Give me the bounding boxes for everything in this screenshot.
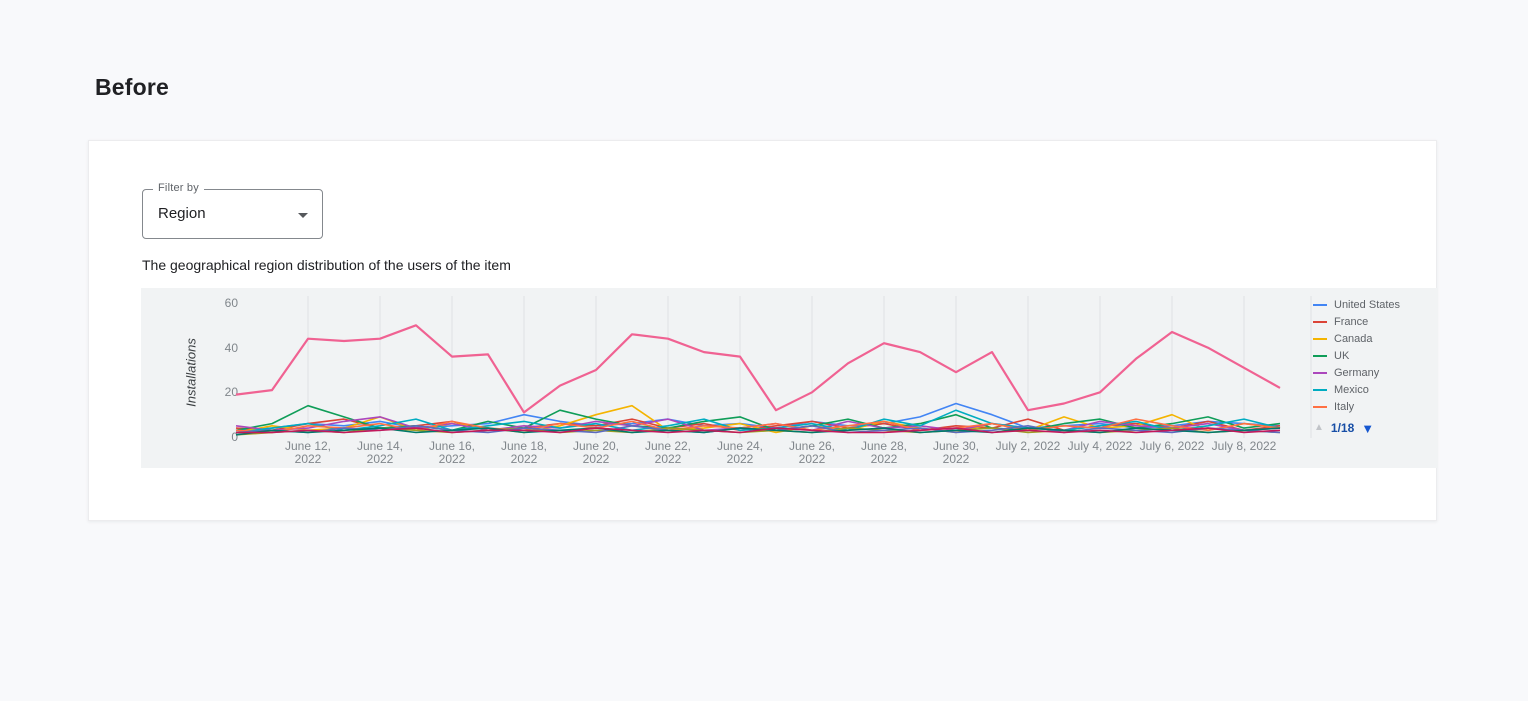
- filter-by-value: Region: [158, 205, 206, 222]
- y-tick-label: 60: [224, 296, 238, 310]
- x-tick-label: June 18, 2022: [500, 439, 548, 466]
- legend-item-italy[interactable]: Italy: [1313, 398, 1438, 415]
- chart-legend: United States France Canada UK Germany Mexico…: [1313, 296, 1438, 435]
- legend-page-count: 1/18: [1330, 421, 1355, 435]
- legend-item-mexico[interactable]: Mexico: [1313, 381, 1438, 398]
- legend-label: Italy: [1334, 400, 1355, 413]
- x-tick-label: July 6, 2022: [1139, 439, 1205, 453]
- x-tick-label: June 20, 2022: [572, 439, 620, 466]
- legend-label: France: [1334, 315, 1369, 328]
- x-tick-label: July 4, 2022: [1067, 439, 1133, 453]
- x-tick-label: June 16, 2022: [428, 439, 476, 466]
- x-tick-label: June 28, 2022: [860, 439, 908, 466]
- legend-line-swatch: [1313, 303, 1327, 306]
- legend-item-uk[interactable]: UK: [1313, 347, 1438, 364]
- chart-line-unlabeled: [235, 427, 1281, 436]
- x-tick-label: June 24, 2022: [716, 439, 764, 466]
- x-tick-label: July 2, 2022: [995, 439, 1061, 453]
- report-card: Filter by Region The geographical region…: [88, 140, 1438, 521]
- legend-next-page-icon[interactable]: ▼: [1361, 420, 1375, 436]
- y-tick-label: 20: [224, 385, 238, 400]
- legend-label: Germany: [1334, 366, 1380, 379]
- x-tick-label: June 30, 2022: [932, 439, 980, 466]
- chart-panel: Installations 0 20 40 60 June 12, 2022 June …: [141, 288, 1438, 468]
- legend-item-canada[interactable]: Canada: [1313, 330, 1438, 347]
- legend-label: Mexico: [1334, 383, 1369, 396]
- x-tick-label: June 14, 2022: [356, 439, 404, 466]
- legend-line-swatch: [1313, 320, 1327, 323]
- legend-item-france[interactable]: France: [1313, 313, 1438, 330]
- chart-line-unlabeled: [235, 324, 1281, 414]
- y-tick-label: 40: [224, 340, 238, 355]
- legend-line-swatch: [1313, 371, 1327, 374]
- legend-items: United States France Canada UK Germany Mexico…: [1313, 296, 1438, 415]
- chart-description: The geographical region distribution of …: [142, 257, 511, 273]
- chart-line-unlabeled: [236, 427, 1281, 434]
- page-title: Before: [95, 74, 170, 100]
- legend-item-united-states[interactable]: United States: [1313, 296, 1438, 313]
- legend-pagination: ▲ 1/18 ▼: [1313, 421, 1438, 435]
- y-tick-label: 0: [231, 430, 238, 444]
- legend-line-swatch: [1313, 405, 1327, 408]
- chart-plot-area: [235, 296, 1312, 438]
- filter-by-label: Filter by: [153, 182, 204, 194]
- x-tick-label: June 22, 2022: [644, 439, 692, 466]
- legend-line-swatch: [1313, 388, 1327, 391]
- legend-line-swatch: [1313, 354, 1327, 357]
- legend-item-germany[interactable]: Germany: [1313, 364, 1438, 381]
- x-tick-label: June 12, 2022: [284, 439, 332, 466]
- filter-by-select[interactable]: Filter by Region: [142, 182, 323, 239]
- x-tick-label: July 8, 2022: [1211, 439, 1277, 453]
- x-tick-label: June 26, 2022: [788, 439, 836, 466]
- legend-line-swatch: [1313, 337, 1327, 340]
- legend-label: United States: [1334, 298, 1401, 311]
- legend-label: Canada: [1334, 332, 1373, 345]
- legend-prev-page-icon[interactable]: ▲: [1314, 422, 1324, 433]
- dropdown-arrow-icon: [298, 213, 308, 218]
- legend-label: UK: [1334, 349, 1350, 362]
